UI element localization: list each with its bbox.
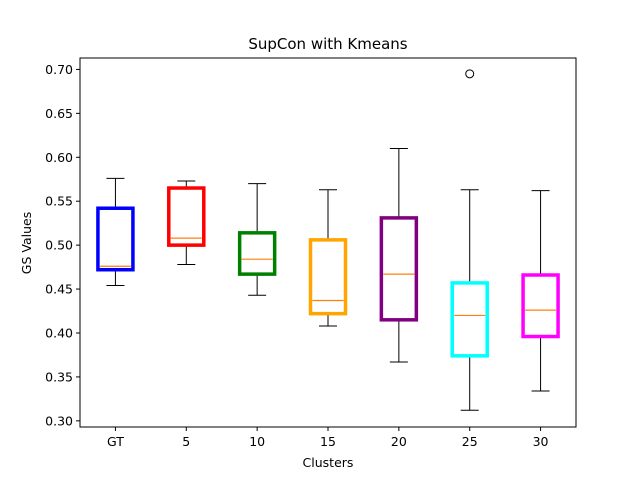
y-tick-label: 0.30: [45, 413, 73, 428]
y-tick-label: 0.60: [45, 150, 73, 165]
x-axis-label: Clusters: [303, 455, 354, 470]
x-tick-label: 5: [182, 434, 190, 449]
x-tick-label: 25: [462, 434, 478, 449]
box-10: [237, 231, 277, 276]
box-25: [450, 281, 489, 358]
x-tick-label: 30: [533, 434, 549, 449]
y-tick-label: 0.40: [45, 325, 73, 340]
y-tick-label: 0.50: [45, 238, 73, 253]
chart-title: SupCon with Kmeans: [248, 35, 407, 53]
x-tick-label: 20: [391, 434, 407, 449]
box-5: [167, 186, 206, 247]
y-tick-label: 0.70: [45, 62, 73, 77]
box-GT: [96, 206, 135, 272]
x-tick-label: 15: [320, 434, 336, 449]
box-15: [308, 238, 348, 316]
box-30: [521, 273, 560, 339]
outlier-point: [465, 69, 475, 79]
y-tick-label: 0.35: [45, 369, 73, 384]
x-tick-label: 10: [249, 434, 265, 449]
y-tick-label: 0.45: [45, 282, 73, 297]
plot-area: 0.30 0.35 0.40 0.45 0.50 0.55 0.60 0.65 0.70 GT 5 1…: [45, 57, 577, 449]
box-20: [379, 216, 419, 322]
y-tick-label: 0.55: [45, 194, 73, 209]
y-tick-label: 0.65: [45, 106, 73, 121]
y-axis-label: GS Values: [19, 212, 34, 274]
x-tick-label: GT: [107, 434, 124, 449]
axes-frame: [79, 57, 577, 428]
